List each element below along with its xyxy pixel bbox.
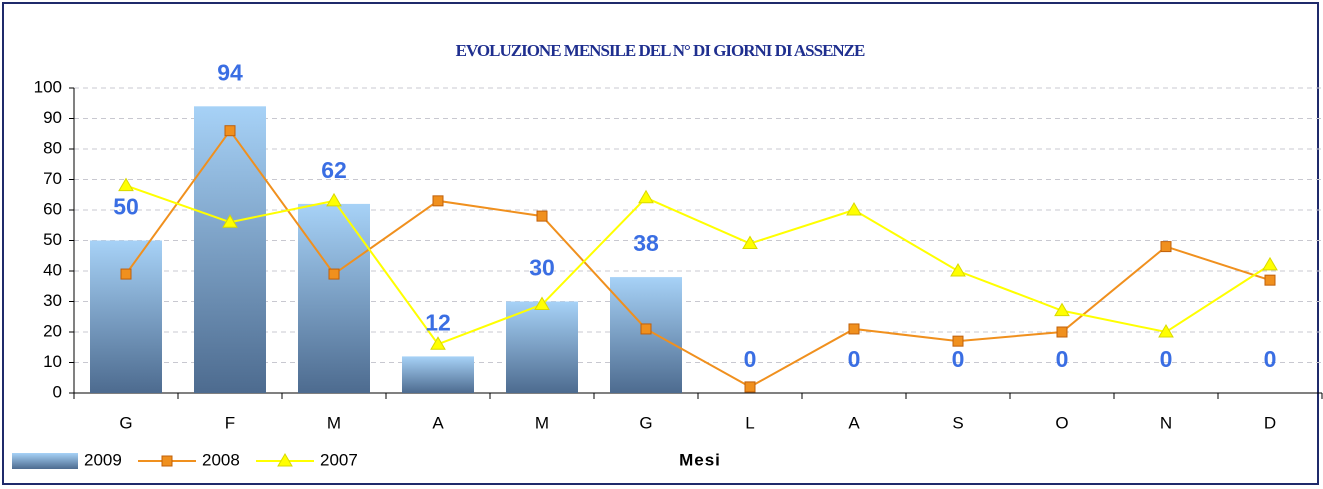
y-tick-label: 10 xyxy=(43,352,62,371)
marker xyxy=(640,323,652,335)
bar xyxy=(194,106,266,394)
x-tick-label: F xyxy=(225,413,235,432)
marker xyxy=(534,296,550,311)
marker xyxy=(1160,241,1172,253)
data-label: 0 xyxy=(744,346,757,372)
marker xyxy=(536,210,548,222)
marker xyxy=(950,263,966,277)
legend-label: 2009 xyxy=(84,450,122,469)
data-label: 50 xyxy=(113,194,139,220)
x-tick-label: N xyxy=(1160,413,1172,432)
x-axis-label: Mesi xyxy=(679,450,721,469)
marker xyxy=(432,195,444,207)
legend-marker xyxy=(161,455,173,467)
marker xyxy=(326,192,342,207)
bar xyxy=(90,240,162,393)
bar xyxy=(298,203,370,393)
data-label: 94 xyxy=(217,59,243,85)
y-tick-label: 30 xyxy=(43,291,62,310)
marker xyxy=(744,381,756,393)
marker xyxy=(1262,256,1278,271)
x-tick-label: G xyxy=(639,413,652,432)
marker xyxy=(848,323,860,335)
y-tick-label: 50 xyxy=(43,230,62,249)
y-tick-label: 0 xyxy=(53,382,62,401)
marker xyxy=(1158,324,1174,338)
y-tick-label: 60 xyxy=(43,199,62,218)
data-label: 12 xyxy=(425,309,451,335)
marker xyxy=(638,189,654,204)
x-tick-label: M xyxy=(535,413,549,432)
line xyxy=(125,128,1271,389)
marker xyxy=(118,177,134,192)
y-tick-label: 40 xyxy=(43,260,62,279)
y-tick-label: 20 xyxy=(43,321,62,340)
marker xyxy=(224,125,236,137)
data-label: 0 xyxy=(1056,346,1069,372)
legend-label: 2007 xyxy=(320,450,358,469)
marker xyxy=(430,336,446,350)
marker xyxy=(952,335,964,347)
marker xyxy=(846,202,862,216)
bar xyxy=(402,356,474,393)
marker xyxy=(1264,274,1276,286)
data-label: 0 xyxy=(1264,346,1277,372)
marker xyxy=(328,268,340,280)
x-tick-label: O xyxy=(1055,413,1068,432)
data-label: 0 xyxy=(1160,346,1173,372)
marker xyxy=(1054,302,1070,317)
data-label: 0 xyxy=(848,346,861,372)
legend-label: 2008 xyxy=(202,450,240,469)
y-tick-label: 80 xyxy=(43,138,62,157)
bar xyxy=(610,277,682,393)
x-tick-label: S xyxy=(952,413,963,432)
legend-marker xyxy=(277,453,293,467)
y-tick-label: 70 xyxy=(43,169,62,188)
bar xyxy=(506,301,578,393)
line xyxy=(125,184,1271,346)
x-tick-label: L xyxy=(745,413,754,432)
x-tick-label: G xyxy=(119,413,132,432)
y-tick-label: 100 xyxy=(34,77,62,96)
x-tick-label: M xyxy=(327,413,341,432)
x-tick-label: A xyxy=(848,413,860,432)
data-label: 62 xyxy=(321,157,347,183)
x-tick-label: D xyxy=(1264,413,1276,432)
marker xyxy=(742,235,758,250)
data-label: 30 xyxy=(529,255,555,281)
marker xyxy=(222,214,238,228)
data-label: 0 xyxy=(952,346,965,372)
chart-title: EVOLUZIONE MENSILE DEL N° DI GIORNI DI A… xyxy=(456,41,865,60)
marker xyxy=(1056,326,1068,338)
x-tick-label: A xyxy=(432,413,444,432)
legend-swatch xyxy=(12,453,78,469)
marker xyxy=(120,268,132,280)
y-tick-label: 90 xyxy=(43,108,62,127)
data-label: 38 xyxy=(633,230,659,256)
